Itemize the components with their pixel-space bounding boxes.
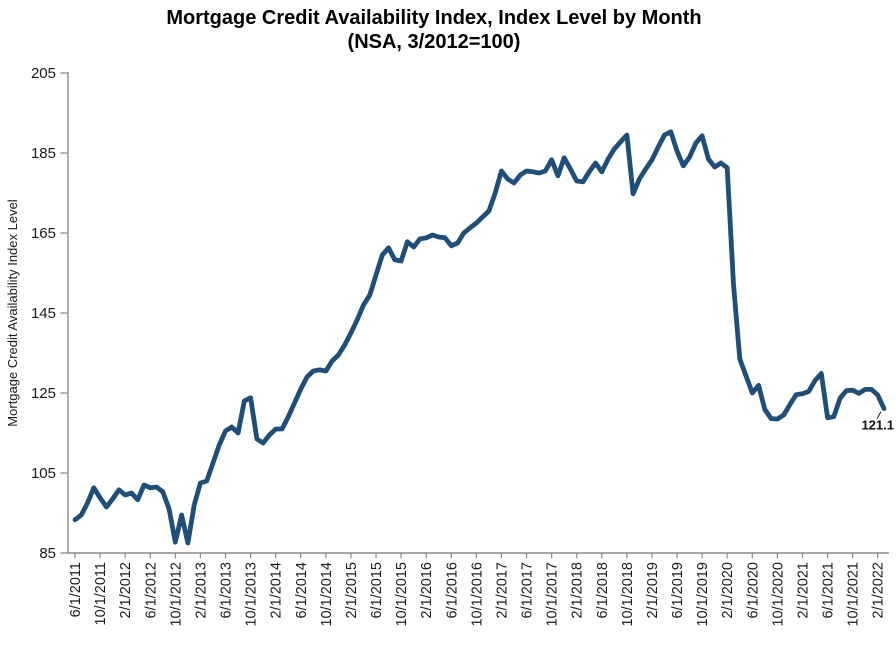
- y-tick-label: 125: [31, 385, 56, 402]
- chart-title-line1: Mortgage Credit Availability Index, Inde…: [166, 7, 702, 29]
- x-tick-label: 2/1/2012: [118, 562, 134, 618]
- y-tick-label: 85: [39, 545, 56, 562]
- mcai-line: [72, 129, 887, 546]
- y-tick-label: 185: [31, 145, 56, 162]
- chart-title-line2: (NSA, 3/2012=100): [347, 31, 521, 53]
- x-tick-label: 2/1/2014: [269, 562, 285, 618]
- x-tick-label: 6/1/2018: [595, 562, 611, 618]
- x-tick-label: 2/1/2017: [494, 562, 510, 618]
- y-tick-label: 205: [31, 65, 56, 82]
- x-tick-label: 6/1/2012: [143, 562, 159, 618]
- x-tick-label: 2/1/2019: [645, 562, 661, 618]
- y-tick-label: 165: [31, 225, 56, 242]
- x-tick-label: 6/1/2016: [444, 562, 460, 618]
- x-tick-label: 6/1/2021: [821, 562, 837, 618]
- y-axis-title: Mortgage Credit Availability Index Level: [5, 199, 20, 426]
- x-tick-label: 10/1/2013: [244, 562, 260, 627]
- x-tick-label: 10/1/2011: [93, 562, 109, 625]
- x-tick-label: 6/1/2013: [219, 562, 235, 618]
- x-tick-label: 10/1/2018: [620, 562, 636, 627]
- x-tick-label: 2/1/2016: [419, 562, 435, 618]
- x-tick-label: 2/1/2021: [795, 562, 811, 618]
- x-tick-label: 6/1/2020: [745, 562, 761, 618]
- x-tick-label: 10/1/2015: [394, 562, 410, 627]
- x-tick-label: 6/1/2014: [294, 562, 310, 618]
- x-tick-label: 6/1/2017: [520, 562, 536, 618]
- x-tick-label: 10/1/2020: [770, 562, 786, 627]
- end-label-leader: [876, 411, 882, 419]
- x-tick-label: 10/1/2016: [469, 562, 485, 627]
- x-tick-label: 2/1/2013: [193, 562, 209, 618]
- x-tick-label: 6/1/2019: [670, 562, 686, 618]
- x-tick-label: 10/1/2021: [846, 562, 862, 627]
- x-tick-label: 2/1/2020: [720, 562, 736, 618]
- x-tick-label: 6/1/2011: [68, 562, 84, 617]
- x-tick-label: 2/1/2022: [871, 562, 887, 618]
- x-tick-label: 10/1/2019: [695, 562, 711, 627]
- y-tick-label: 105: [31, 465, 56, 482]
- y-tick-label: 145: [31, 305, 56, 322]
- x-tick-label: 10/1/2017: [545, 562, 561, 627]
- x-tick-label: 6/1/2015: [369, 562, 385, 618]
- x-tick-label: 10/1/2012: [168, 562, 184, 627]
- x-tick-label: 10/1/2014: [319, 562, 335, 627]
- x-tick-label: 2/1/2018: [570, 562, 586, 618]
- chart-title: Mortgage Credit Availability Index, Inde…: [0, 6, 868, 54]
- end-data-label: 121.1: [861, 418, 894, 433]
- x-tick-label: 2/1/2015: [344, 562, 360, 618]
